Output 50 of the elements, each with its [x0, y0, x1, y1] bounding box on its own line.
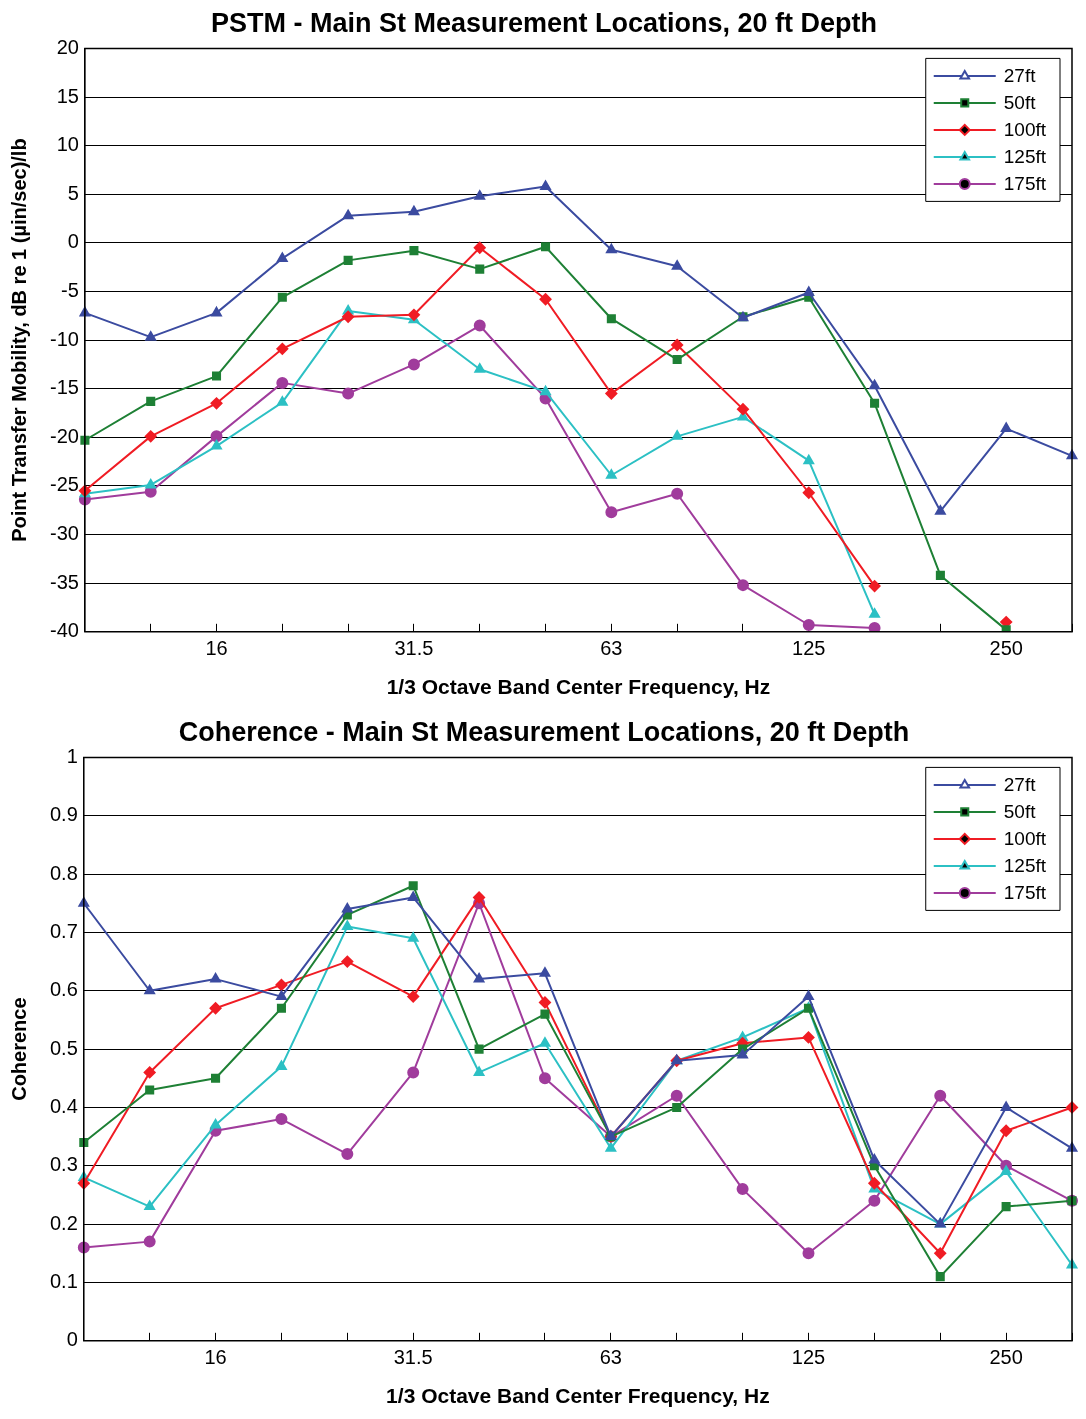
- x-tick-label: 31.5: [393, 1346, 433, 1369]
- x-tick-label: 250: [989, 1346, 1023, 1369]
- x-tick-label: 16: [204, 1346, 227, 1369]
- y-tick-label: -15: [50, 376, 79, 399]
- y-tick-label: 0.8: [49, 861, 78, 884]
- legend-label: 175ft: [1003, 173, 1047, 195]
- legend-label: 125ft: [1003, 855, 1047, 877]
- y-tick-label: 0.2: [49, 1211, 78, 1234]
- y-tick-label: 0.9: [49, 803, 78, 826]
- y-tick-label: 10: [56, 133, 79, 156]
- legend-label: 27ft: [1003, 774, 1037, 796]
- y-tick-label: 15: [56, 84, 79, 107]
- y-axis-title: Coherence: [7, 997, 30, 1101]
- y-tick-label: -10: [50, 327, 79, 350]
- y-tick-label: -40: [50, 619, 79, 642]
- legend-label: 175ft: [1003, 882, 1047, 904]
- y-tick-label: 0.7: [49, 919, 78, 942]
- legend-label: 27ft: [1003, 65, 1037, 87]
- y-tick-label: 0.4: [49, 1094, 78, 1117]
- x-tick-label: 63: [599, 1346, 622, 1369]
- y-tick-label: 0: [66, 1328, 78, 1351]
- x-axis-title: 1/3 Octave Band Center Frequency, Hz: [386, 1384, 770, 1408]
- y-tick-label: 0: [67, 230, 79, 253]
- y-tick-label: -30: [50, 522, 79, 545]
- x-tick-label: 31.5: [394, 637, 434, 660]
- legend-label: 125ft: [1003, 146, 1047, 168]
- y-tick-label: 0.3: [49, 1153, 78, 1176]
- y-tick-label: 0.1: [49, 1269, 78, 1292]
- y-tick-label: -25: [50, 473, 79, 496]
- x-tick-label: 63: [600, 637, 623, 660]
- y-tick-label: -35: [50, 570, 79, 593]
- y-tick-label: -5: [61, 279, 79, 301]
- y-tick-label: -20: [50, 424, 79, 447]
- y-tick-label: 0.6: [49, 978, 78, 1001]
- y-tick-label: 5: [67, 181, 79, 204]
- chart-title: PSTM - Main St Measurement Locations, 20 ft Depth: [210, 7, 878, 38]
- y-axis-title: Point Transfer Mobility, dB re 1 (µin/sec)/lb: [7, 138, 30, 542]
- legend-label: 100ft: [1003, 828, 1047, 850]
- x-axis-title: 1/3 Octave Band Center Frequency, Hz: [386, 675, 771, 699]
- y-tick-label: 1: [66, 744, 78, 767]
- x-tick-label: 125: [791, 1346, 826, 1369]
- chart-title: Coherence - Main St Measurement Locations, 20 ft Depth: [178, 716, 910, 747]
- x-tick-label: 250: [989, 637, 1023, 660]
- x-tick-label: 125: [792, 637, 826, 660]
- legend-label: 50ft: [1003, 801, 1037, 823]
- legend-label: 100ft: [1003, 119, 1047, 141]
- y-tick-label: 20: [56, 35, 79, 58]
- legend-label: 50ft: [1003, 92, 1037, 114]
- y-tick-label: 0.5: [49, 1036, 78, 1059]
- x-tick-label: 16: [205, 637, 228, 660]
